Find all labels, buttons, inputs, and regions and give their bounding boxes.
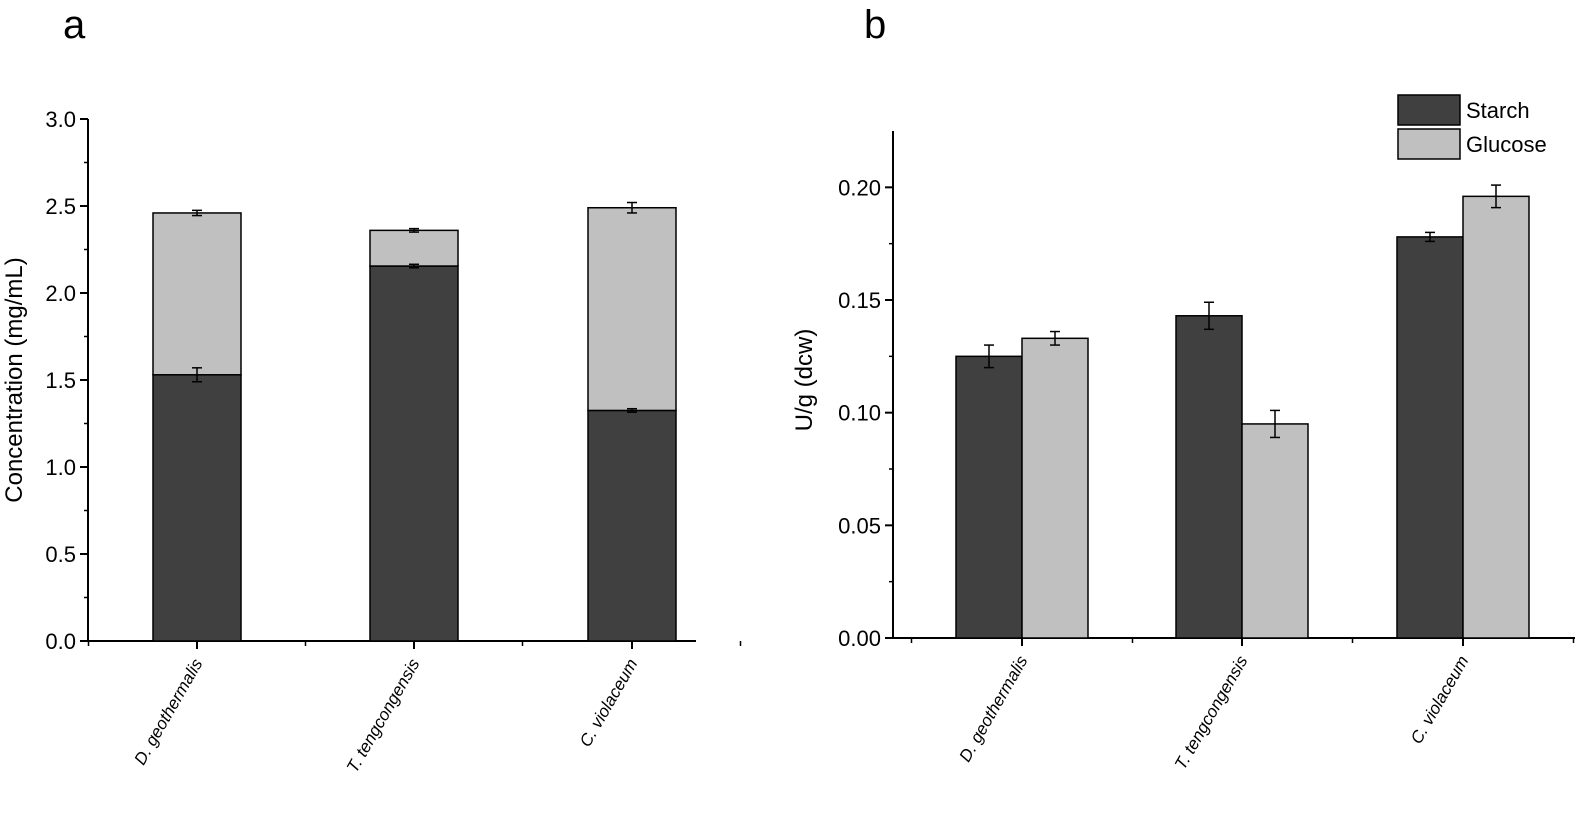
- panel-label-a: a: [63, 3, 86, 47]
- bar-glucose: [1021, 337, 1089, 639]
- chart-b: 0.00 0.05 0.10 0.15 0.20 D. geothermalis T. te…: [838, 94, 1575, 773]
- bar-starch: [1396, 236, 1464, 639]
- y-tick-label: 0.00: [838, 626, 881, 651]
- bar-glucose: [1241, 423, 1309, 639]
- y-tick-label: 2.0: [45, 281, 76, 306]
- x-category-label: C. violaceum: [576, 656, 642, 751]
- y-tick-label: 0.0: [45, 629, 76, 654]
- legend-label-glucose: Glucose: [1466, 132, 1547, 157]
- y-axis-label-b: U/g (dcw): [791, 329, 818, 432]
- legend-label-starch: Starch: [1466, 98, 1530, 123]
- bar-glucose: [1462, 195, 1530, 639]
- y-tick-label: 0.15: [838, 288, 881, 313]
- legend-swatch-glucose: [1397, 128, 1461, 160]
- y-tick-label: 0.20: [838, 175, 881, 200]
- y-tick-label: 1.0: [45, 455, 76, 480]
- legend-swatch-starch: [1397, 94, 1461, 126]
- bar-glucose: [587, 206, 677, 412]
- x-category-label: T. tengcongensis: [343, 655, 424, 776]
- y-axis-label-a: Concentration (mg/mL): [1, 257, 28, 502]
- bar-starch: [587, 409, 677, 642]
- y-tick-label: 0.5: [45, 542, 76, 567]
- bar-starch: [369, 265, 459, 642]
- x-category-label: C. violaceum: [1407, 653, 1473, 748]
- bar-starch: [955, 355, 1023, 639]
- y-tick-label: 0.10: [838, 401, 881, 426]
- x-category-label: D. geothermalis: [130, 655, 206, 768]
- chart-a: 0.0 0.5 1.0 1.5 2.0 2.5 3.0 D. geothermalis T. t…: [45, 107, 742, 776]
- bar-starch: [1175, 315, 1243, 639]
- panel-label-b: b: [864, 3, 886, 47]
- bar-glucose: [152, 212, 242, 376]
- bar-glucose: [369, 229, 459, 267]
- y-tick-label: 0.05: [838, 513, 881, 538]
- y-tick-label: 2.5: [45, 194, 76, 219]
- y-tick-label: 3.0: [45, 107, 76, 132]
- x-category-label: D. geothermalis: [955, 652, 1031, 765]
- bar-starch: [152, 374, 242, 642]
- x-category-label: T. tengcongensis: [1171, 652, 1252, 773]
- y-tick-label: 1.5: [45, 368, 76, 393]
